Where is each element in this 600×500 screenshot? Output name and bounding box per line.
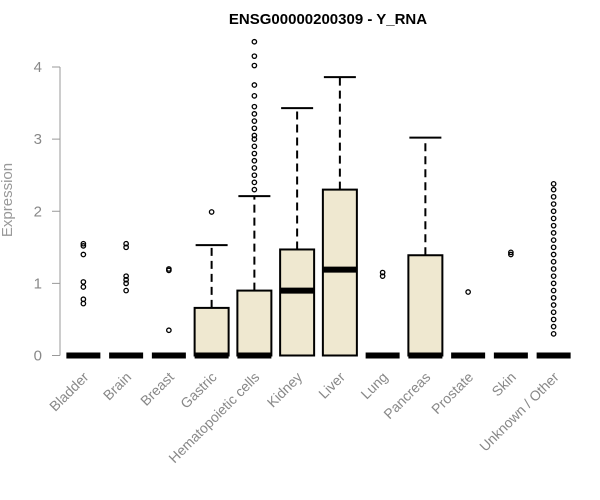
box-hematopoietic-cells — [236, 38, 273, 359]
outlier-point — [550, 208, 557, 215]
outlier-point — [166, 266, 172, 272]
outlier-point — [251, 150, 258, 157]
outlier-point — [508, 251, 514, 258]
box-brain — [109, 240, 144, 359]
box-prostate — [451, 289, 486, 359]
x-tick-label: Liver — [315, 369, 348, 402]
outlier-point — [550, 316, 557, 323]
outlier-point — [80, 243, 87, 249]
outlier-point — [208, 209, 215, 215]
box-rect — [193, 306, 230, 357]
outlier-point — [123, 273, 129, 280]
outlier-point — [251, 38, 258, 45]
box-gastric — [193, 209, 230, 359]
outlier-point — [550, 201, 557, 207]
outlier-point — [550, 215, 557, 222]
outlier-point — [80, 240, 87, 247]
outlier-point — [550, 266, 557, 272]
y-tick-label: 0 — [34, 348, 42, 365]
outlier-point — [550, 280, 557, 287]
x-tick-label: Lung — [357, 369, 390, 402]
outlier-point — [251, 125, 258, 132]
x-tick-label: Prostate — [428, 369, 476, 417]
y-tick-label: 2 — [34, 203, 42, 220]
outlier-point — [251, 111, 258, 117]
x-tick-label: Pancreas — [380, 369, 433, 422]
box-unknown-other — [536, 180, 571, 359]
outlier-point — [251, 118, 258, 124]
outlier-point — [251, 143, 258, 150]
outlier-point — [550, 237, 557, 243]
outlier-point — [80, 284, 87, 290]
outlier-point — [80, 296, 87, 303]
box-lung — [365, 269, 400, 359]
box-bladder — [66, 240, 101, 359]
box-pancreas — [407, 136, 444, 359]
outlier-point — [80, 279, 87, 285]
outlier-point — [251, 172, 258, 179]
outlier-point — [251, 179, 258, 186]
x-tick-label: Breast — [137, 369, 177, 409]
outlier-point — [550, 222, 557, 229]
x-tick-label: Unknown / Other — [476, 369, 562, 455]
outlier-point — [550, 193, 557, 200]
x-tick-label: Brain — [100, 369, 134, 403]
outlier-point — [550, 230, 557, 236]
outlier-point — [550, 331, 557, 337]
outlier-point — [379, 269, 386, 276]
y-tick-label: 3 — [34, 131, 42, 148]
box-skin — [493, 249, 528, 359]
outlier-point — [550, 294, 557, 301]
outlier-point — [550, 273, 557, 280]
outlier-point — [123, 280, 129, 287]
outlier-point — [508, 249, 514, 256]
outlier-point — [550, 180, 557, 187]
outlier-point — [251, 165, 258, 171]
outlier-point — [251, 136, 258, 142]
outlier-point — [80, 251, 87, 258]
outlier-point — [251, 132, 258, 139]
box-breast — [151, 266, 186, 359]
outlier-point — [550, 323, 557, 330]
outlier-point — [251, 62, 258, 69]
x-tick-label: Bladder — [46, 369, 92, 415]
outlier-point — [550, 186, 557, 193]
outlier-point — [123, 240, 129, 247]
chart-title: ENSG00000200309 - Y_RNA — [229, 11, 427, 28]
outlier-point — [550, 251, 557, 258]
outlier-point — [251, 82, 258, 88]
outlier-point — [550, 302, 557, 308]
boxes-group — [66, 38, 571, 359]
outlier-point — [550, 244, 557, 251]
outlier-point — [379, 273, 386, 280]
x-tick-label: Skin — [488, 369, 519, 400]
box-kidney — [279, 107, 316, 357]
outlier-point — [123, 276, 129, 283]
box-rect — [236, 289, 273, 357]
outlier-point — [251, 157, 258, 164]
outlier-point — [550, 287, 557, 294]
y-axis-label: Expression — [0, 163, 16, 237]
outlier-point — [465, 289, 471, 295]
outlier-point — [251, 103, 258, 110]
box-rect — [407, 254, 444, 357]
box-rect — [279, 248, 316, 357]
outlier-point — [550, 309, 557, 316]
y-tick-label: 1 — [34, 275, 42, 292]
outlier-point — [166, 327, 172, 334]
x-tick-label: Kidney — [264, 369, 306, 411]
outlier-point — [251, 93, 258, 99]
outlier-point — [123, 287, 129, 294]
box-liver — [321, 76, 358, 357]
y-tick-label: 4 — [34, 59, 42, 76]
x-tick-label: Gastric — [177, 369, 220, 412]
outlier-point — [251, 186, 258, 193]
outlier-point — [123, 244, 129, 251]
outlier-point — [550, 258, 557, 265]
outlier-point — [251, 53, 258, 60]
y-axis: 0 1 2 3 4 — [34, 59, 61, 365]
